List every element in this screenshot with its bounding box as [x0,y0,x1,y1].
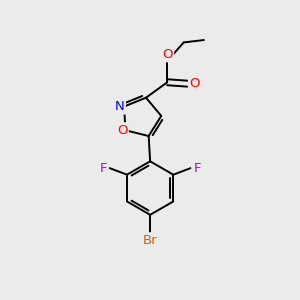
Text: O: O [117,124,127,137]
Text: O: O [162,48,172,61]
Text: O: O [190,77,200,90]
Text: F: F [193,162,201,175]
Text: F: F [99,162,107,175]
Text: N: N [115,100,124,113]
Text: Br: Br [143,234,158,247]
